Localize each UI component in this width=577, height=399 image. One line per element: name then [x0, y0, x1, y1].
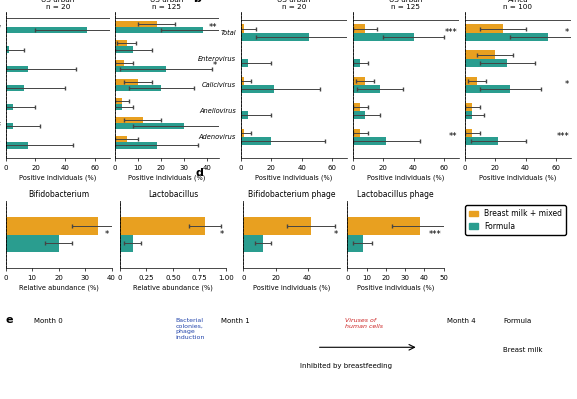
Bar	[353, 128, 360, 137]
Title: Discovery cohort
US urban
n = 20: Discovery cohort US urban n = 20	[27, 0, 88, 10]
Bar	[241, 77, 244, 85]
Bar	[115, 85, 161, 91]
Text: *: *	[334, 230, 338, 239]
Text: b: b	[193, 0, 201, 4]
Title: Lactobacillus: Lactobacillus	[148, 190, 198, 200]
Legend: Breast milk + mixed, Formula: Breast milk + mixed, Formula	[465, 205, 566, 235]
X-axis label: Positive individuals (%): Positive individuals (%)	[357, 284, 434, 291]
Bar	[115, 98, 122, 104]
Bar	[6, 123, 13, 129]
Bar	[464, 24, 503, 33]
Bar	[464, 77, 477, 85]
Text: *: *	[219, 230, 224, 239]
Bar	[464, 111, 472, 119]
Bar	[464, 33, 548, 41]
Bar	[353, 33, 414, 41]
Bar	[6, 104, 13, 110]
Title: Validation cohort
Africa
n = 100: Validation cohort Africa n = 100	[488, 0, 548, 10]
Bar	[120, 217, 205, 235]
Bar	[243, 235, 263, 252]
Bar	[241, 137, 271, 145]
Text: Month 4: Month 4	[447, 318, 475, 324]
Bar	[353, 85, 380, 93]
Text: ***: ***	[556, 132, 569, 141]
Text: d: d	[196, 168, 203, 178]
Bar	[243, 217, 311, 235]
Title: Validation cohort
US urban
n = 125: Validation cohort US urban n = 125	[376, 0, 436, 10]
Bar	[115, 104, 122, 110]
Bar	[115, 47, 133, 53]
Title: Bifidobacterium phage: Bifidobacterium phage	[248, 190, 335, 200]
Text: ***: ***	[429, 230, 441, 239]
Bar	[464, 137, 498, 145]
Bar	[115, 66, 166, 72]
Bar	[353, 111, 365, 119]
Title: Lactobacillus phage: Lactobacillus phage	[357, 190, 434, 200]
X-axis label: Positive individuals (%): Positive individuals (%)	[256, 174, 333, 181]
Bar	[6, 235, 59, 252]
Text: *: *	[213, 61, 217, 70]
Text: **: **	[208, 23, 217, 32]
Bar	[6, 85, 24, 91]
X-axis label: Positive individuals (%): Positive individuals (%)	[253, 284, 330, 291]
Text: ***: ***	[444, 28, 457, 37]
Bar	[353, 103, 360, 111]
Bar	[115, 117, 143, 123]
Text: **: **	[449, 132, 457, 141]
Bar	[115, 136, 126, 142]
Text: Viruses of
human cells: Viruses of human cells	[345, 318, 383, 329]
X-axis label: Positive individuals (%): Positive individuals (%)	[128, 174, 205, 181]
Text: Month 1: Month 1	[220, 318, 249, 324]
Bar	[353, 59, 360, 67]
Bar	[464, 85, 510, 93]
Text: *: *	[565, 80, 569, 89]
Bar	[115, 59, 124, 66]
Text: Breast milk: Breast milk	[503, 347, 543, 353]
Text: e: e	[6, 316, 13, 326]
Bar	[241, 59, 248, 67]
Bar	[241, 111, 248, 119]
Bar	[115, 40, 126, 47]
Bar	[464, 59, 507, 67]
X-axis label: Positive individuals (%): Positive individuals (%)	[368, 174, 445, 181]
Text: *: *	[565, 28, 569, 37]
X-axis label: Positive individuals (%): Positive individuals (%)	[479, 174, 557, 181]
X-axis label: Relative abundance (%): Relative abundance (%)	[18, 284, 99, 291]
Bar	[464, 51, 495, 59]
Bar	[115, 142, 156, 148]
Bar	[241, 33, 309, 41]
Bar	[6, 66, 28, 72]
Title: Discovery cohort
US urban
n = 20: Discovery cohort US urban n = 20	[264, 0, 325, 10]
Bar	[464, 128, 472, 137]
Bar	[115, 21, 156, 27]
Bar	[353, 137, 386, 145]
Bar	[6, 142, 28, 148]
Bar	[464, 103, 472, 111]
Bar	[353, 24, 365, 33]
Text: Formula: Formula	[503, 318, 531, 324]
Bar	[6, 217, 98, 235]
Text: *: *	[105, 230, 110, 239]
X-axis label: Positive individuals (%): Positive individuals (%)	[19, 174, 96, 181]
Bar	[6, 47, 9, 53]
Bar	[6, 27, 88, 34]
Bar	[241, 128, 244, 137]
Bar	[353, 77, 365, 85]
Title: Validation cohort
US urban
n = 125: Validation cohort US urban n = 125	[137, 0, 197, 10]
Bar	[115, 123, 184, 129]
Bar	[347, 235, 363, 252]
X-axis label: Relative abundance (%): Relative abundance (%)	[133, 284, 213, 291]
Text: Bacterial
colonies,
phage
induction: Bacterial colonies, phage induction	[175, 318, 205, 340]
Bar	[241, 24, 244, 33]
Text: Inhibited by breastfeeding: Inhibited by breastfeeding	[300, 363, 392, 369]
Bar	[115, 79, 138, 85]
Text: Month 0: Month 0	[34, 318, 63, 324]
Title: Bifidobacterium: Bifidobacterium	[28, 190, 89, 200]
Bar	[120, 235, 133, 252]
Bar	[241, 85, 274, 93]
Bar	[115, 27, 203, 34]
Bar	[347, 217, 421, 235]
